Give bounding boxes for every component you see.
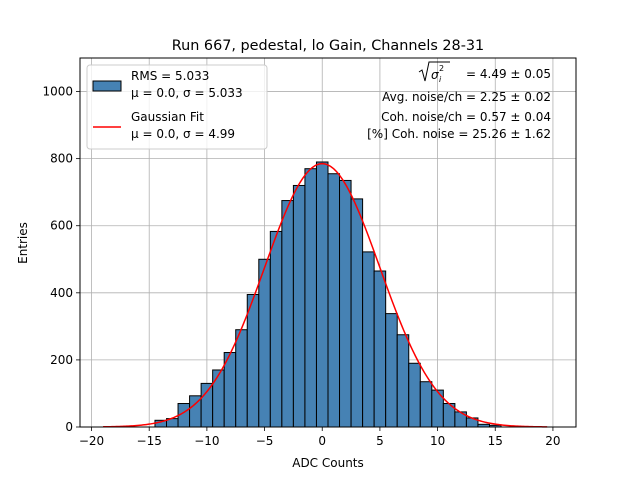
x-tick-label: 5: [376, 434, 384, 448]
histogram-bar: [385, 313, 398, 428]
histogram-bar: [339, 179, 352, 428]
histogram-bar: [212, 369, 225, 428]
gaussian-fit-line: [103, 162, 548, 428]
histogram-bar: [235, 329, 248, 428]
annotation-coh-noise: Coh. noise/ch = 0.57 ± 0.04: [381, 110, 551, 124]
x-tick-label: −20: [79, 434, 104, 448]
histogram-bar: [304, 168, 317, 428]
y-tick-label: 600: [50, 219, 73, 233]
legend-label-rms-params: μ = 0.0, σ = 5.033: [131, 86, 243, 100]
svg-text:i: i: [439, 75, 442, 84]
legend-patch-histogram: [92, 80, 122, 92]
y-tick-label: 200: [50, 353, 73, 367]
annotation-sigma-value: = 4.49 ± 0.05: [462, 67, 551, 81]
histogram-bar: [292, 184, 306, 428]
y-tick-label: 800: [50, 152, 73, 166]
y-tick-label: 400: [50, 286, 73, 300]
legend-box: [86, 64, 268, 150]
x-tick-label: −5: [256, 434, 274, 448]
x-tick-label: −10: [194, 434, 219, 448]
histogram-bar: [419, 381, 433, 428]
histogram-bar: [362, 251, 375, 428]
x-tick-label: 0: [318, 434, 326, 448]
y-tick-label: 1000: [42, 85, 73, 99]
x-tick-label: 15: [488, 434, 503, 448]
histogram-bar: [281, 200, 294, 428]
histogram-bar: [350, 198, 364, 428]
x-tick-label: −15: [137, 434, 162, 448]
annotation-coh-noise-percent: [%] Coh. noise = 25.26 ± 1.62: [367, 127, 551, 141]
histogram-bar: [269, 230, 283, 428]
histogram-bar: [315, 161, 329, 428]
histogram-bar: [396, 334, 410, 428]
x-axis-label: ADC Counts: [292, 456, 364, 470]
x-axis: −20 −15 −10 −5 0 5 10 15 20: [79, 427, 561, 448]
histogram-bar: [246, 293, 260, 428]
legend-label-fit: Gaussian Fit: [131, 110, 204, 124]
histogram-bar: [373, 270, 387, 428]
noise-annotations: σ i 2 = 4.49 ± 0.05 Avg. noise/ch = 2.25…: [367, 61, 551, 141]
sigma-squared-symbol: σ i 2: [418, 61, 450, 84]
histogram-bar: [200, 382, 214, 428]
y-tick-label: 0: [65, 420, 73, 434]
y-axis-label: Entries: [16, 222, 30, 264]
annotation-avg-noise: Avg. noise/ch = 2.25 ± 0.02: [382, 90, 551, 104]
plot-frame: [79, 57, 577, 428]
svg-text:2: 2: [439, 64, 444, 73]
y-axis: 0 200 400 600 800 1000: [42, 85, 80, 434]
x-tick-label: 20: [545, 434, 560, 448]
histogram-bar: [408, 362, 421, 428]
x-tick-label: 10: [430, 434, 445, 448]
bars: [154, 161, 502, 428]
legend-label-fit-params: μ = 0.0, σ = 4.99: [131, 127, 235, 141]
histogram-bar: [327, 173, 341, 428]
legend-label-rms: RMS = 5.033: [131, 69, 209, 83]
histogram-bar: [258, 258, 271, 428]
chart-title: Run 667, pedestal, lo Gain, Channels 28-…: [172, 38, 484, 54]
svg-text:σ: σ: [431, 68, 439, 82]
histogram-bar: [223, 352, 237, 428]
legend: RMS = 5.033 μ = 0.0, σ = 5.033 Gaussian …: [86, 64, 268, 150]
